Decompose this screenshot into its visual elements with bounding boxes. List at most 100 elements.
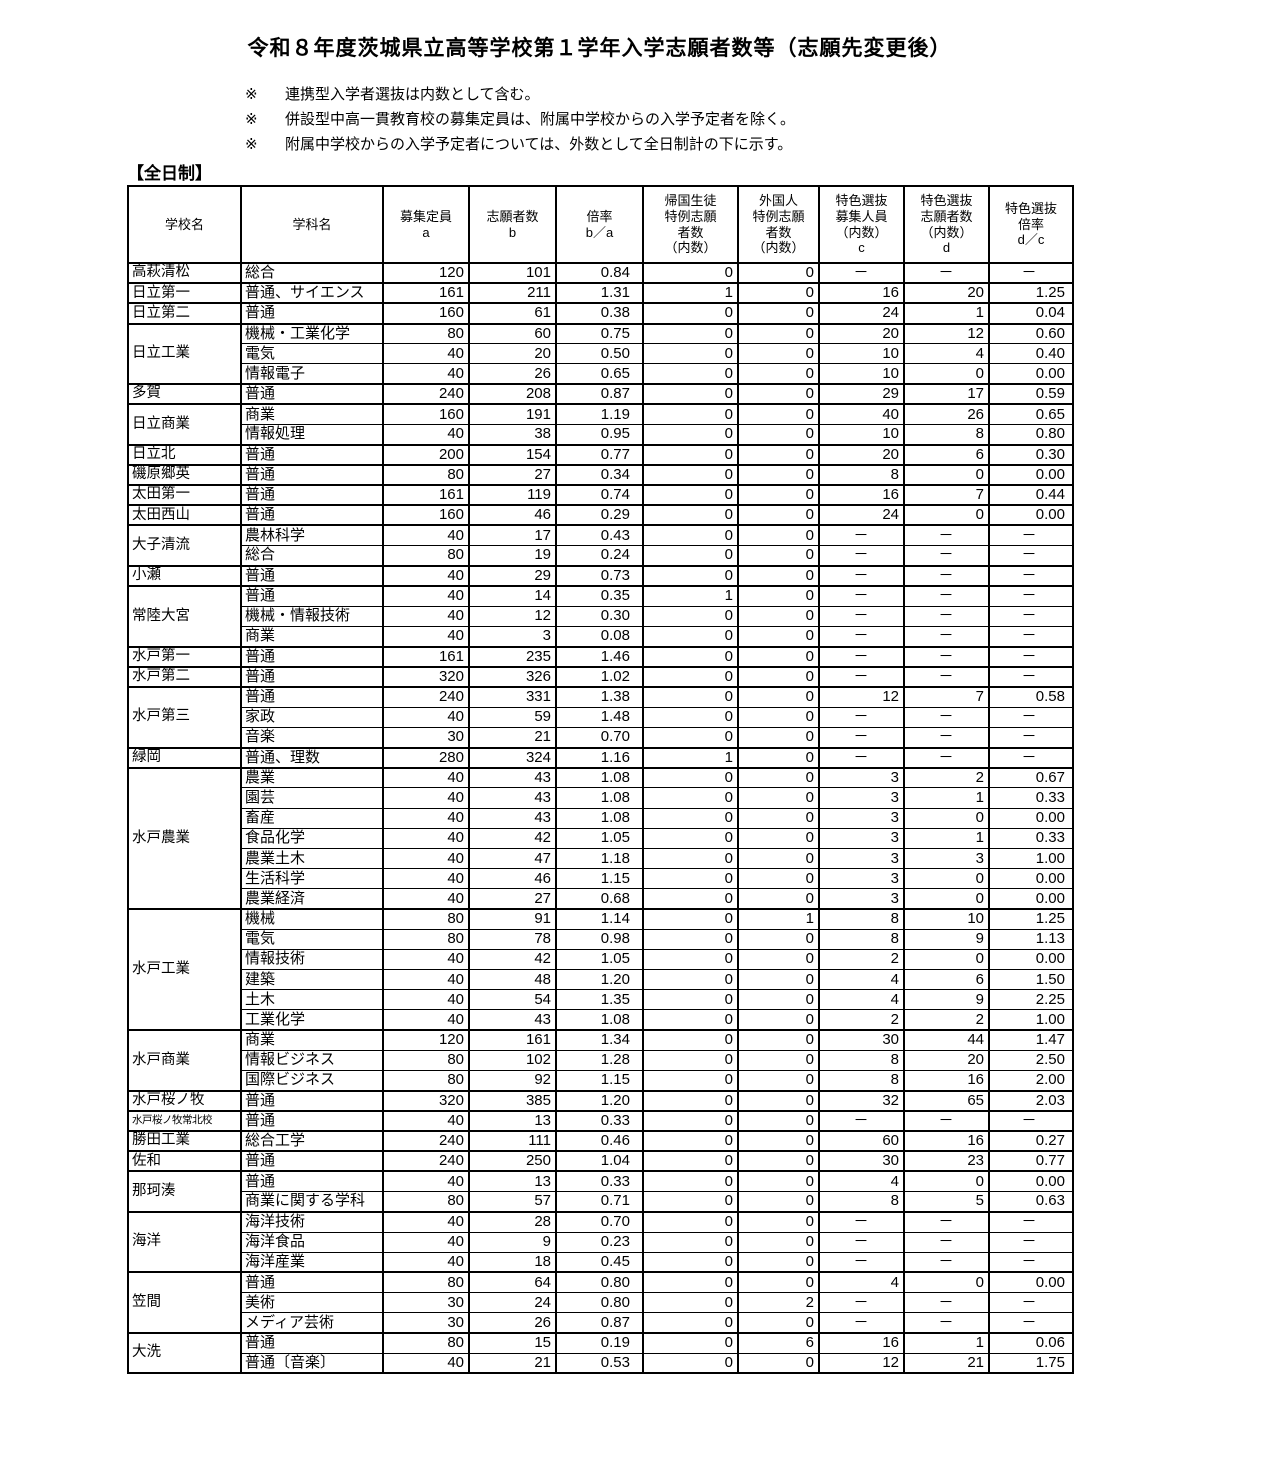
- value-cell: 0.70: [555, 726, 644, 748]
- value-cell: 2: [818, 948, 905, 970]
- value-cell: 8: [818, 928, 905, 950]
- value-cell: 40: [382, 1170, 470, 1192]
- table-row: 情報処理 40 38 0.95 0 0 10 8 0.80: [128, 423, 1074, 445]
- table-row: 電気 40 20 0.50 0 0 10 4 0.40: [128, 343, 1074, 364]
- value-cell: 0.00: [988, 1271, 1074, 1293]
- value-cell: 40: [382, 868, 470, 889]
- school-name-cell: 水戸第一: [127, 645, 242, 667]
- value-cell: 0: [642, 1312, 739, 1333]
- table-row: 海洋 海洋技術 40 28 0.70 0 0 －－－: [127, 1210, 1074, 1273]
- value-cell: 16: [818, 484, 905, 506]
- value-cell: －: [903, 1109, 990, 1132]
- value-cell: 1.05: [555, 948, 644, 970]
- value-cell: 0.00: [988, 888, 1074, 909]
- value-cell: 0: [737, 1312, 820, 1333]
- value-cell: 0.08: [555, 625, 644, 647]
- department-cell: 普通: [240, 1150, 384, 1172]
- value-cell: 12: [903, 322, 990, 344]
- table-row: 大子清流 農林科学 40 17 0.43 0 0 －－－: [127, 524, 1074, 566]
- value-cell: 1.15: [555, 1069, 644, 1091]
- value-cell: 78: [468, 928, 557, 950]
- value-cell: 0: [642, 969, 739, 990]
- value-cell: 0.98: [555, 928, 644, 950]
- value-cell: 1.38: [555, 685, 644, 708]
- value-cell: 0: [737, 524, 820, 546]
- value-cell: 0: [642, 484, 739, 506]
- department-cell: 情報処理: [240, 423, 384, 445]
- value-cell: 0: [642, 685, 739, 708]
- value-cell: 0: [737, 545, 820, 566]
- value-cell: 0: [642, 948, 739, 970]
- value-cell: 30: [818, 1150, 905, 1172]
- value-cell: 40: [818, 403, 905, 425]
- value-cell: 40: [382, 1210, 470, 1232]
- value-cell: 0: [737, 645, 820, 667]
- value-cell: 0.70: [555, 1210, 644, 1232]
- value-cell: 0: [737, 1352, 820, 1374]
- value-cell: 0: [737, 685, 820, 708]
- value-cell: 40: [382, 625, 470, 647]
- value-cell: 0.80: [988, 423, 1074, 445]
- table-row: 音楽 30 21 0.70 0 0 －－－: [128, 726, 1074, 748]
- header-ratio: 倍率 b／a: [555, 186, 644, 264]
- value-cell: 0.06: [988, 1331, 1074, 1354]
- table-row: メディア芸術 30 26 0.87 0 0 －－－: [128, 1312, 1074, 1333]
- value-cell: 40: [382, 605, 470, 627]
- value-cell: 0: [642, 1292, 739, 1313]
- value-cell: －: [903, 1312, 990, 1333]
- table-row: 家政 40 59 1.48 0 0 －－－: [128, 706, 1074, 728]
- value-cell: 0.04: [988, 302, 1074, 324]
- value-cell: 0.75: [555, 322, 644, 344]
- applicants-table: 学校名 学科名 募集定員 a 志願者数 b 倍率 b／a 帰国生徒 特例志願 者…: [127, 185, 1074, 1375]
- value-cell: 0.65: [988, 403, 1074, 425]
- value-cell: －: [988, 1292, 1074, 1313]
- department-cell: 農業土木: [240, 847, 384, 869]
- value-cell: 0: [642, 827, 739, 849]
- header-capacity: 募集定員 a: [382, 186, 470, 264]
- value-cell: 0.84: [555, 261, 644, 284]
- value-cell: 26: [468, 1312, 557, 1333]
- value-cell: 1.50: [988, 969, 1074, 990]
- value-cell: 4: [818, 989, 905, 1010]
- value-cell: 10: [903, 907, 990, 930]
- value-cell: 320: [382, 665, 470, 687]
- value-cell: 14: [468, 584, 557, 607]
- value-cell: －: [818, 665, 905, 687]
- value-cell: 40: [382, 1009, 470, 1031]
- table-row: 水戸工業 機械 80 91 1.14 0 1 8 10 1.25: [127, 907, 1074, 1031]
- department-cell: 情報電子: [240, 363, 384, 385]
- department-cell: 情報技術: [240, 948, 384, 970]
- note-text: 連携型入学者選抜は内数として含む。: [285, 86, 540, 103]
- value-cell: 40: [382, 1352, 470, 1374]
- department-cell: 機械: [240, 907, 384, 930]
- value-cell: 0: [737, 443, 820, 465]
- value-cell: 2: [903, 1009, 990, 1031]
- value-cell: 320: [382, 1089, 470, 1111]
- value-cell: 40: [382, 564, 470, 586]
- value-cell: －: [818, 726, 905, 748]
- value-cell: 161: [382, 484, 470, 506]
- department-cell: 普通: [240, 665, 384, 687]
- value-cell: －: [818, 524, 905, 546]
- value-cell: －: [903, 645, 990, 667]
- value-cell: 0: [642, 383, 739, 405]
- value-cell: 0: [642, 928, 739, 950]
- school-name-cell: 太田第一: [127, 484, 242, 506]
- value-cell: 160: [382, 302, 470, 324]
- value-cell: 0.63: [988, 1191, 1074, 1212]
- value-cell: －: [903, 524, 990, 546]
- value-cell: －: [903, 1231, 990, 1253]
- value-cell: 0: [642, 989, 739, 1010]
- value-cell: 0.46: [555, 1130, 644, 1152]
- value-cell: 6: [903, 969, 990, 990]
- department-cell: 総合: [240, 545, 384, 566]
- value-cell: 6: [903, 443, 990, 465]
- value-cell: 0: [903, 888, 990, 909]
- value-cell: 154: [468, 443, 557, 465]
- value-cell: 80: [382, 1191, 470, 1212]
- department-cell: 普通: [240, 302, 384, 324]
- value-cell: 0: [903, 1170, 990, 1192]
- value-cell: 1: [642, 584, 739, 607]
- value-cell: 2: [903, 766, 990, 788]
- value-cell: 0: [737, 1150, 820, 1172]
